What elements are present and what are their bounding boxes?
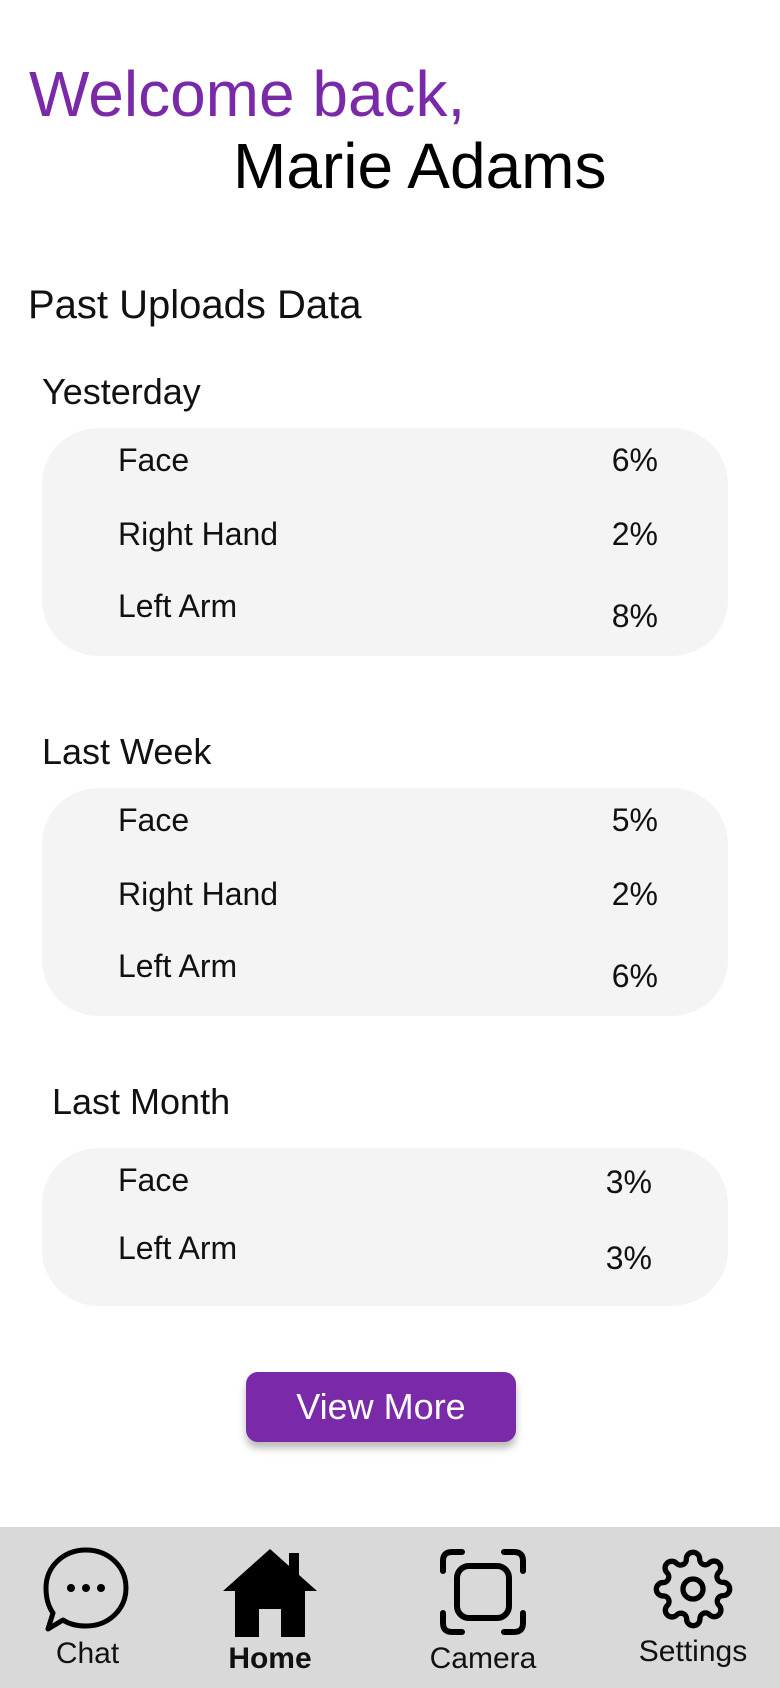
body-part-label: Right Hand bbox=[118, 516, 279, 552]
percent-value: 6% bbox=[611, 958, 658, 994]
list-item: Face 3% bbox=[42, 1158, 728, 1202]
user-name: Marie Adams bbox=[233, 130, 607, 202]
home-icon bbox=[223, 1549, 317, 1637]
percent-value: 3% bbox=[605, 1240, 652, 1276]
percent-value: 2% bbox=[611, 876, 658, 912]
body-part-label: Left Arm bbox=[118, 1230, 238, 1266]
tab-label-settings: Settings bbox=[638, 1635, 748, 1668]
list-item: Face 6% bbox=[42, 438, 728, 482]
body-part-label: Left Arm bbox=[118, 588, 238, 624]
percent-value: 8% bbox=[611, 598, 658, 634]
gear-icon bbox=[653, 1549, 733, 1629]
tab-label-home: Home bbox=[228, 1642, 312, 1675]
uploads-card-yesterday: Face 6% Right Hand 2% Left Arm 8% bbox=[42, 428, 728, 656]
tab-label-camera: Camera bbox=[429, 1642, 537, 1675]
list-item: Left Arm 6% bbox=[42, 944, 728, 994]
body-part-label: Face bbox=[118, 442, 190, 478]
section-title: Past Uploads Data bbox=[28, 283, 362, 327]
tab-camera[interactable]: Camera bbox=[418, 1527, 548, 1688]
list-item: Face 5% bbox=[42, 798, 728, 842]
percent-value: 6% bbox=[611, 442, 658, 478]
body-part-label: Face bbox=[118, 1162, 190, 1198]
list-item: Left Arm 3% bbox=[42, 1226, 728, 1276]
period-label-yesterday: Yesterday bbox=[42, 371, 201, 412]
period-label-last-month: Last Month bbox=[52, 1081, 231, 1122]
percent-value: 5% bbox=[611, 802, 658, 838]
period-label-last-week: Last Week bbox=[42, 731, 212, 772]
tab-home[interactable]: Home bbox=[205, 1527, 335, 1688]
uploads-card-last-month: Face 3% Left Arm 3% bbox=[42, 1148, 728, 1306]
tab-chat[interactable]: Chat bbox=[20, 1527, 155, 1688]
view-more-button[interactable]: View More bbox=[246, 1372, 516, 1442]
body-part-label: Face bbox=[118, 802, 190, 838]
bottom-tab-bar: Chat Home Camera Settings bbox=[0, 1527, 780, 1688]
percent-value: 3% bbox=[605, 1164, 652, 1200]
tab-settings[interactable]: Settings bbox=[623, 1527, 763, 1688]
list-item: Right Hand 2% bbox=[42, 512, 728, 556]
welcome-text: Welcome back, bbox=[29, 58, 466, 130]
camera-frame-icon bbox=[440, 1549, 526, 1635]
body-part-label: Left Arm bbox=[118, 948, 238, 984]
list-item: Right Hand 2% bbox=[42, 872, 728, 916]
tab-label-chat: Chat bbox=[55, 1637, 120, 1670]
chat-bubble-icon bbox=[43, 1547, 129, 1632]
body-part-label: Right Hand bbox=[118, 876, 279, 912]
uploads-card-last-week: Face 5% Right Hand 2% Left Arm 6% bbox=[42, 788, 728, 1016]
list-item: Left Arm 8% bbox=[42, 584, 728, 634]
percent-value: 2% bbox=[611, 516, 658, 552]
